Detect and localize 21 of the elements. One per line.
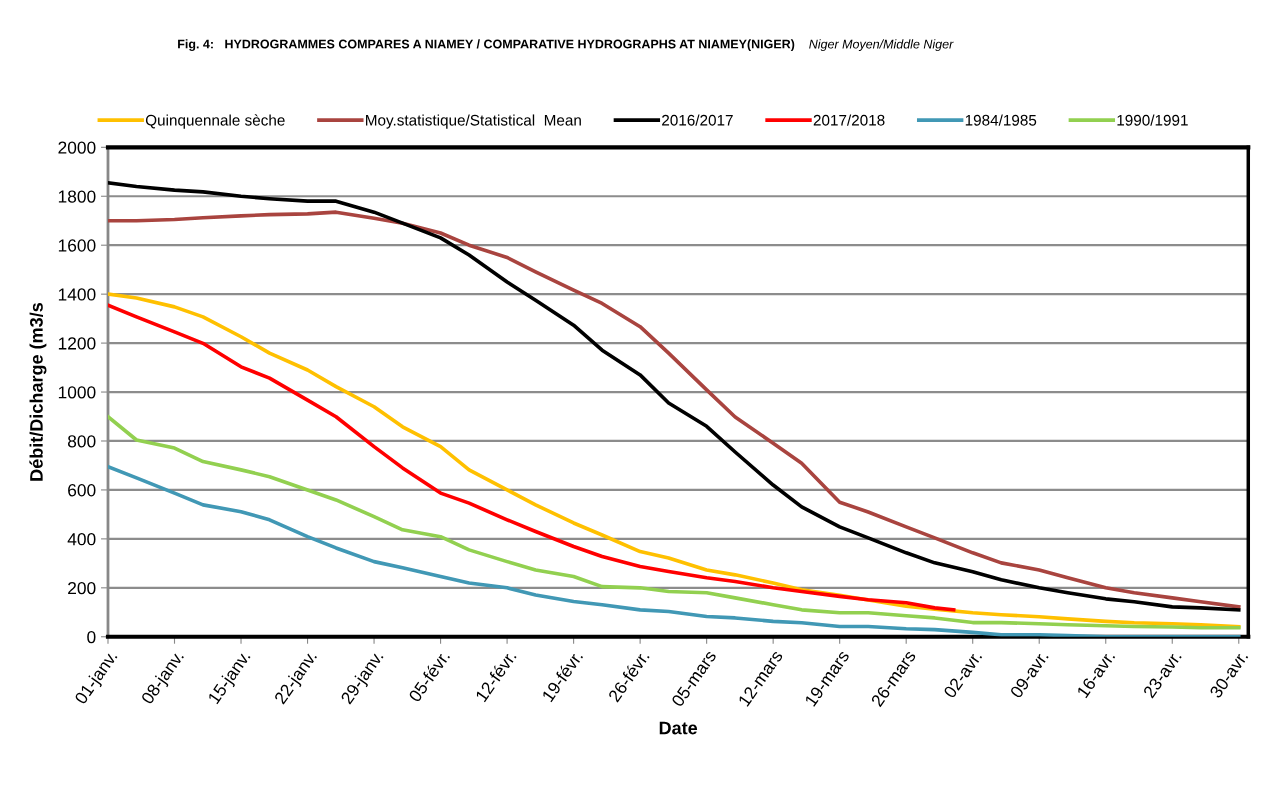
y-tick-label: 2000 — [58, 141, 96, 154]
legend-label: Quinquennale sèche — [145, 114, 285, 129]
chart-title: Fig. 4: HYDROGRAMMES COMPARES A NIAMEY / COMPARATIVE HYDROGRAPHS AT NIAMEY(NIGER) — [178, 39, 795, 51]
y-tick-label: 1600 — [58, 239, 96, 252]
y-tick-label: 1000 — [58, 386, 96, 399]
x-axis-title: Date — [659, 721, 698, 735]
legend-label: 1990/1991 — [1117, 114, 1188, 126]
legend-label: 1984/1985 — [965, 114, 1037, 126]
legend-label: 2017/2018 — [813, 114, 885, 126]
y-tick-label: 1200 — [58, 337, 96, 350]
y-tick-label: 800 — [67, 435, 96, 448]
legend-label: 2016/2017 — [662, 114, 733, 126]
y-tick-label: 400 — [67, 533, 96, 546]
y-axis-title: Débit/Dicharge (m3/s — [29, 302, 47, 481]
y-tick-label: 1400 — [58, 288, 96, 301]
y-tick-label: 0 — [87, 630, 96, 644]
legend-label: Moy.statistique/Statistical Mean — [366, 114, 581, 129]
y-tick-label: 600 — [68, 484, 96, 497]
chart-subtitle: Niger Moyen/Middle Niger — [809, 39, 954, 51]
y-tick-label: 200 — [68, 581, 96, 595]
y-tick-label: 1800 — [58, 190, 96, 203]
